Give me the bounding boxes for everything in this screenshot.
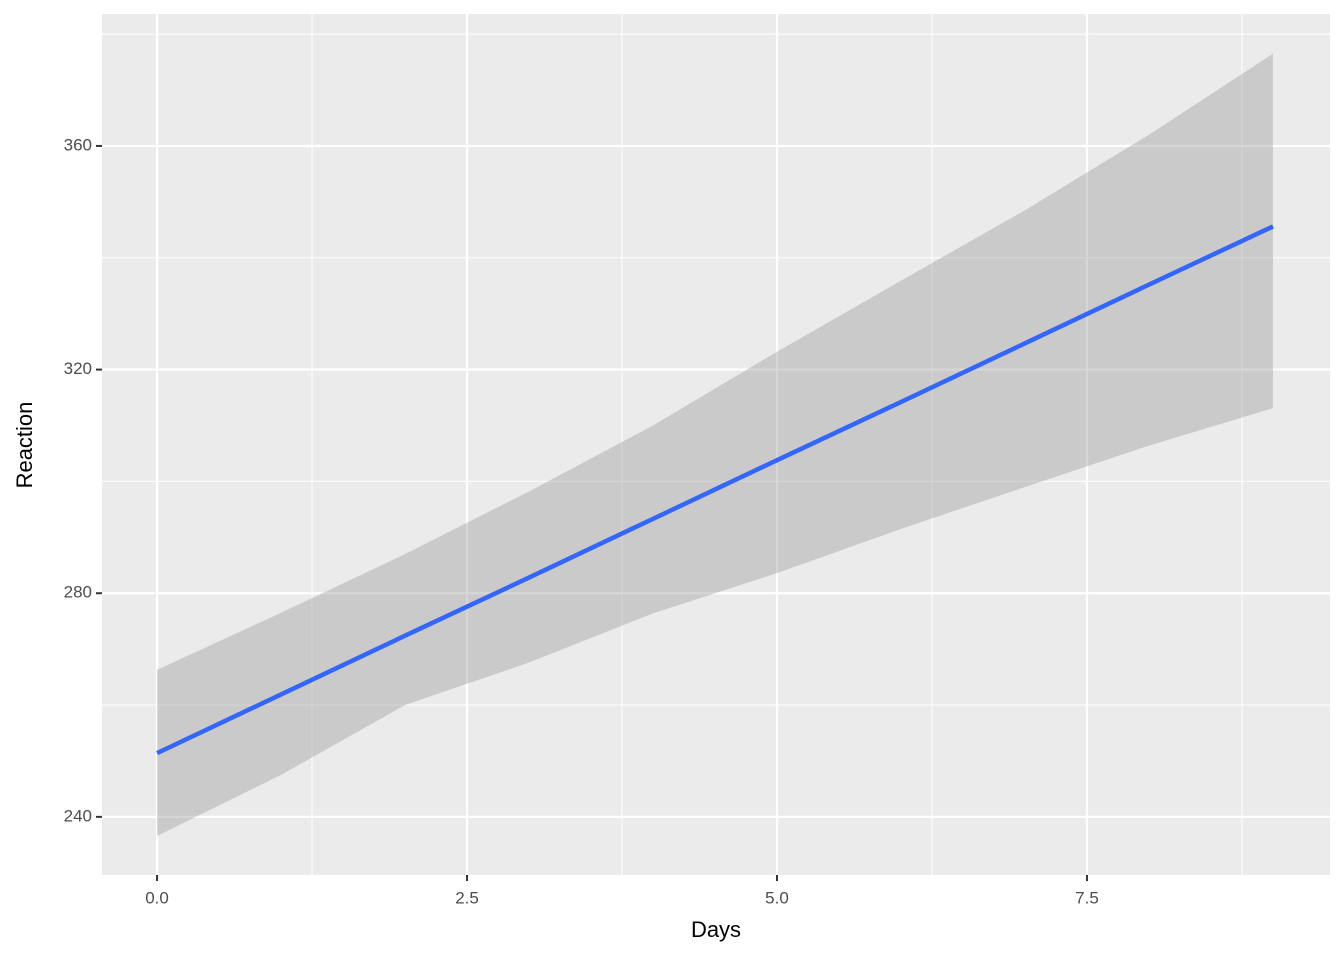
y-tick-label: 360 bbox=[64, 135, 92, 154]
x-tick-label: 7.5 bbox=[1075, 888, 1099, 907]
y-axis-title: Reaction bbox=[12, 402, 37, 489]
x-tick-label: 2.5 bbox=[455, 888, 479, 907]
confidence-band bbox=[157, 53, 1273, 836]
fit-line bbox=[156, 224, 1274, 756]
grid bbox=[102, 14, 1330, 875]
x-axis-title: Days bbox=[691, 917, 741, 942]
marks bbox=[156, 53, 1274, 836]
x-tick-label: 5.0 bbox=[765, 888, 789, 907]
y-tick-label: 280 bbox=[64, 583, 92, 602]
x-tick-label: 0.0 bbox=[145, 888, 169, 907]
panel bbox=[102, 14, 1330, 875]
y-tick-label: 240 bbox=[64, 806, 92, 825]
y-tick-label: 320 bbox=[64, 359, 92, 378]
